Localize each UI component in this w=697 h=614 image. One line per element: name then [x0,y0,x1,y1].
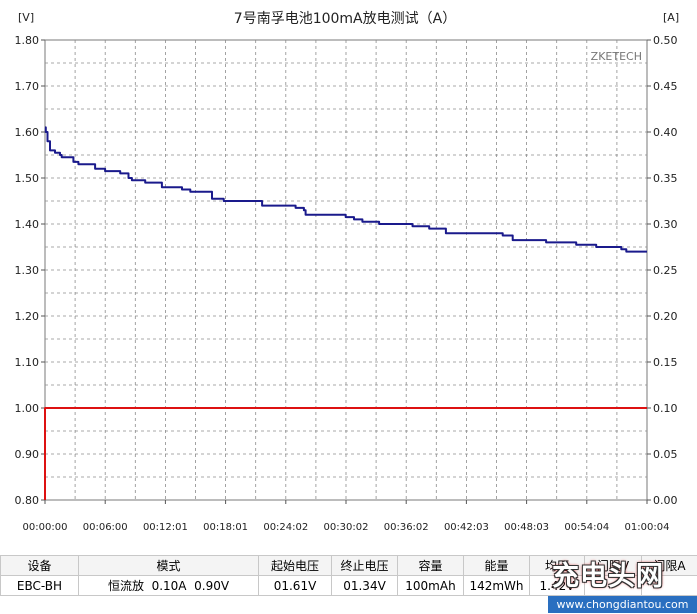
cell-end-voltage: 01.34V [331,575,398,596]
info-table-data-row: EBC-BH 恒流放 0.10A 0.90V 01.61V 01.34V 100… [0,575,697,596]
header-capacity: 容量 [397,555,464,576]
x-tick-label: 00:24:02 [263,522,308,533]
x-axis-ticks: 00:00:00 00:06:00 00:12:01 00:18:01 00:24:02… [23,500,670,533]
x-tick-label: 00:18:01 [203,522,248,533]
right-tick-label: 0.20 [653,310,678,323]
right-tick-label: 0.05 [653,448,678,461]
left-axis-ticks: 0.80 0.90 1.00 1.10 1.20 1.30 1.40 1.50 1.60 1.70… [15,34,45,507]
left-tick-label: 1.40 [15,218,40,231]
info-table-wrap: 设备 模式 起始电压 终止电压 容量 能量 均压 门限V 门限A EBC-BH … [0,555,697,614]
right-tick-label: 0.30 [653,218,678,231]
right-tick-label: 0.35 [653,172,678,185]
x-tick-label: 00:06:00 [83,522,128,533]
cell-device: EBC-BH [0,575,79,596]
x-tick-label: 00:12:01 [143,522,188,533]
cell-start-voltage: 01.61V [258,575,332,596]
current-line [44,407,647,500]
left-tick-label: 1.70 [15,80,40,93]
x-tick-label: 00:42:03 [444,522,489,533]
x-tick-label: 01:00:04 [625,522,670,533]
left-tick-label: 1.80 [15,34,40,47]
horizontal-gridlines [45,62,647,478]
x-tick-label: 00:36:02 [384,522,429,533]
x-tick-label: 00:48:03 [504,522,549,533]
right-axis-unit: [A] [663,11,679,24]
left-tick-label: 1.60 [15,126,40,139]
left-tick-label: 1.20 [15,310,40,323]
header-mode: 模式 [78,555,259,576]
right-axis-ticks: 0.00 0.05 0.10 0.15 0.20 0.25 0.30 0.35 0.40 0.45… [647,34,678,507]
voltage-line [44,126,647,253]
series-layer [44,126,647,500]
cell-mode: 恒流放 0.10A 0.90V [78,575,259,596]
right-tick-label: 0.45 [653,80,678,93]
header-energy: 能量 [463,555,530,576]
left-tick-label: 1.10 [15,356,40,369]
right-tick-label: 0.00 [653,494,678,507]
x-tick-label: 00:30:02 [324,522,369,533]
cell-capacity: 100mAh [397,575,464,596]
cell-energy: 142mWh [463,575,530,596]
right-tick-label: 0.10 [653,402,678,415]
x-tick-label: 00:00:00 [23,522,68,533]
right-tick-label: 0.40 [653,126,678,139]
brand-label: ZKETECH [591,50,642,63]
header-device: 设备 [0,555,79,576]
chart-title: 7号南孚电池100mA放电测试（A） [234,11,456,27]
info-table-header-row: 设备 模式 起始电压 终止电压 容量 能量 均压 门限V 门限A [0,555,697,576]
left-tick-label: 1.00 [15,402,40,415]
right-tick-label: 0.25 [653,264,678,277]
header-end-voltage: 终止电压 [331,555,398,576]
right-tick-label: 0.15 [653,356,678,369]
watermark-url: www.chongdiantou.com [548,596,697,613]
left-tick-label: 0.80 [15,494,40,507]
header-start-voltage: 起始电压 [258,555,332,576]
left-axis-unit: [V] [18,11,34,24]
cell-avg-voltage: 1.42V [529,575,585,596]
info-table: 设备 模式 起始电压 终止电压 容量 能量 均压 门限V 门限A EBC-BH … [0,555,697,596]
header-threshold-v: 门限V [584,555,642,576]
x-tick-label: 00:54:04 [564,522,609,533]
watermark: 充电头网 www.chongdiantou.com [548,558,697,614]
left-tick-label: 1.30 [15,264,40,277]
watermark-logo: 充电头网 [552,561,664,592]
left-tick-label: 1.50 [15,172,40,185]
left-tick-label: 0.90 [15,448,40,461]
discharge-chart: 7号南孚电池100mA放电测试（A） [V] [A] ZKETECH 0.800… [15,11,680,533]
right-tick-label: 0.50 [653,34,678,47]
